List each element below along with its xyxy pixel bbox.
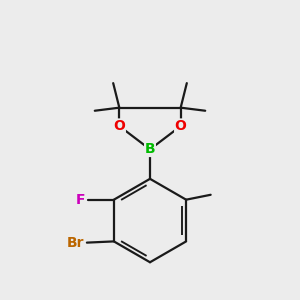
Text: B: B — [145, 142, 155, 156]
Text: O: O — [113, 119, 125, 133]
Text: O: O — [175, 119, 187, 133]
Text: Br: Br — [67, 236, 84, 250]
Text: F: F — [76, 193, 86, 207]
